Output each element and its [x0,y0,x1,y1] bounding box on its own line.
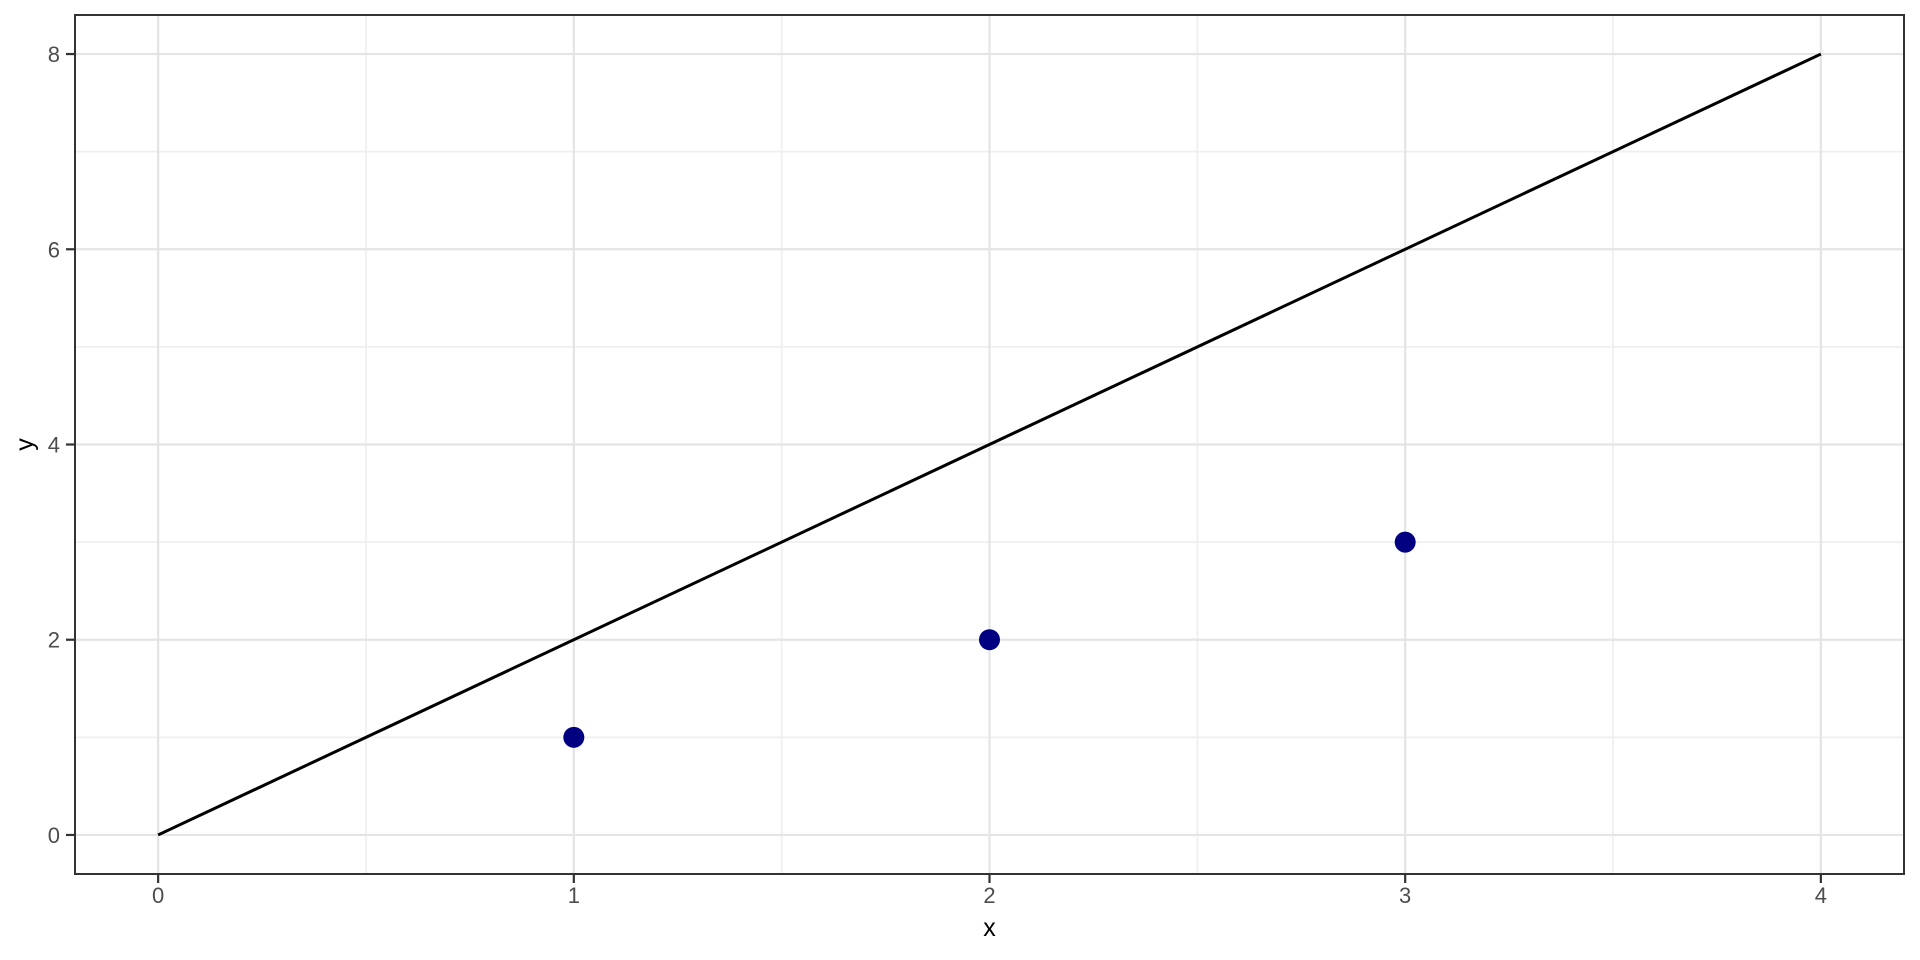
y-tick-label: 8 [48,42,60,67]
x-tick-label: 1 [568,883,580,908]
y-tick-label: 4 [48,433,60,458]
axis-tick-marks [66,52,1822,883]
data-point [979,629,1000,651]
y-axis-title: y [11,438,39,451]
x-axis-tick-labels: 0 1 2 3 4 [152,883,1827,908]
x-tick-label: 0 [152,883,164,908]
y-axis-tick-labels: 0 2 4 6 8 [48,42,60,848]
x-tick-label: 2 [983,883,995,908]
panel-border [74,14,1905,875]
y-tick-label: 0 [48,823,60,848]
regression-line [157,52,1822,837]
data-point [563,726,585,748]
y-tick-label: 2 [48,628,60,653]
x-tick-label: 3 [1399,883,1411,908]
data-points [563,531,1416,748]
y-tick-label: 6 [48,237,60,262]
x-tick-label: 4 [1815,883,1827,908]
data-point [1394,531,1416,553]
x-axis-title: x [983,914,996,942]
